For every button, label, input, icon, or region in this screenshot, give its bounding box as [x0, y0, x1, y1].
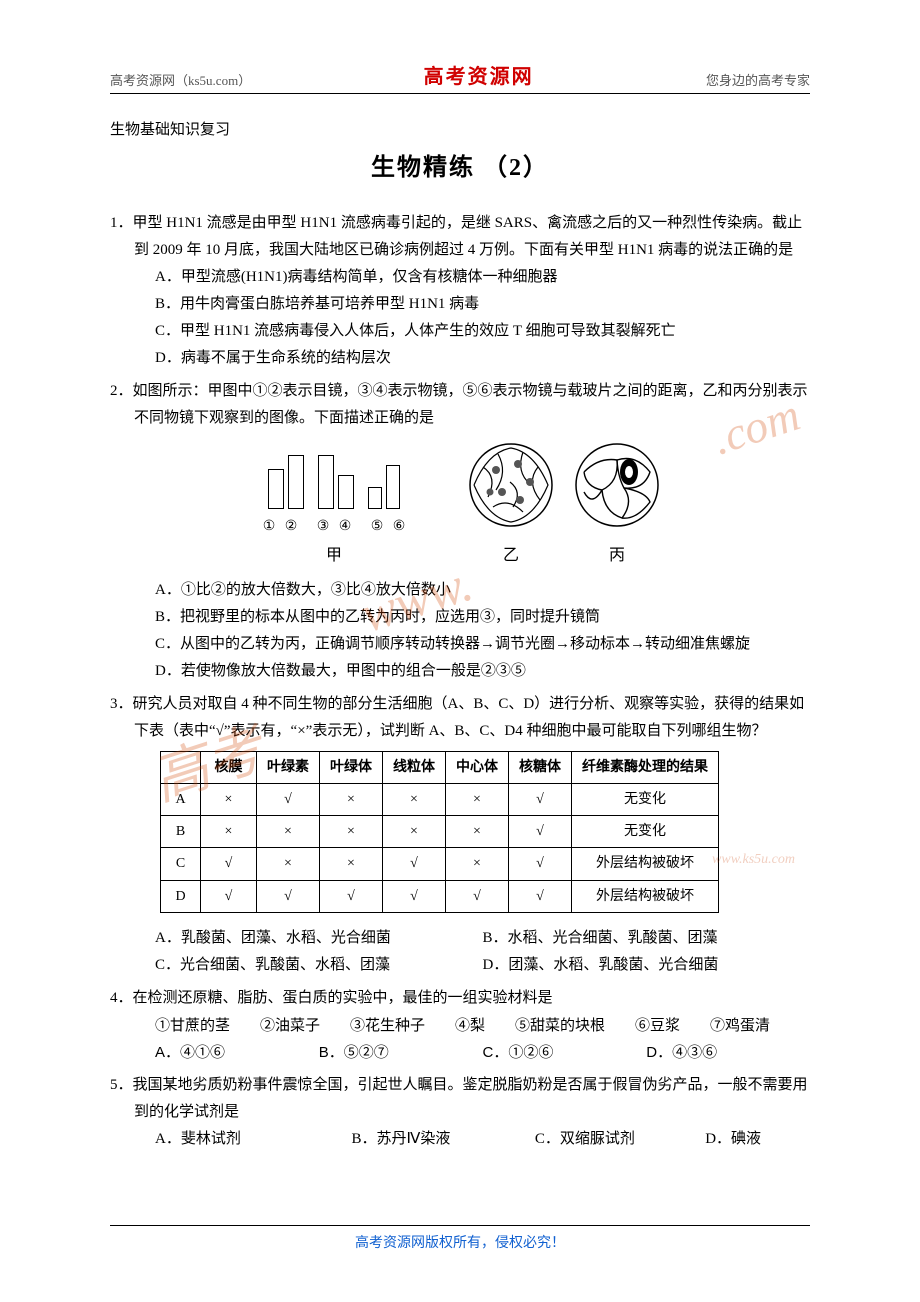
caption-yi: 乙 — [468, 542, 554, 571]
table-row: C√××√×√外层结构被破坏 — [161, 848, 719, 880]
q2-option-c: C．从图中的乙转为丙，正确调节顺序转动转换器→调节光圈→移动标本→转动细准焦螺旋 — [110, 631, 810, 658]
header-left: 高考资源网（ks5u.com） — [110, 70, 251, 89]
th-0 — [161, 751, 201, 783]
q1-stem: 1．甲型 H1N1 流感是由甲型 H1N1 流感病毒引起的，是继 SARS、禽流… — [110, 210, 810, 264]
header-center: 高考资源网 — [424, 60, 534, 89]
question-5: 5．我国某地劣质奶粉事件震惊全国，引起世人瞩目。鉴定脱脂奶粉是否属于假冒伪劣产品… — [110, 1072, 810, 1153]
q1-option-b: B．用牛肉膏蛋白胨培养基可培养甲型 H1N1 病毒 — [110, 291, 810, 318]
q3-option-a: A．乳酸菌、团藻、水稻、光合细菌 — [155, 925, 483, 952]
th-7: 纤维素酶处理的结果 — [572, 751, 719, 783]
question-4: 4．在检测还原糖、脂肪、蛋白质的实验中，最佳的一组实验材料是 ①甘蔗的茎 ②油菜… — [110, 985, 810, 1066]
table-row: B×××××√无变化 — [161, 816, 719, 848]
table-row: D√√√√√√外层结构被破坏 — [161, 880, 719, 912]
cell-view-bing — [574, 442, 660, 528]
label-3: ③ — [314, 513, 332, 538]
q2-stem: 2．如图所示：甲图中①②表示目镜，③④表示物镜，⑤⑥表示物镜与载玻片之间的距离，… — [110, 378, 810, 432]
lens-3 — [318, 455, 334, 509]
q3-options: A．乳酸菌、团藻、水稻、光合细菌 B．水稻、光合细菌、乳酸菌、团藻 C．光合细菌… — [110, 925, 810, 979]
q3-table: 核膜 叶绿素 叶绿体 线粒体 中心体 核糖体 纤维素酶处理的结果 A×√×××√… — [160, 751, 719, 913]
q4-options: A．④①⑥ B．⑤②⑦ C．①②⑥ D．④③⑥ — [110, 1039, 810, 1066]
q5-options: A．斐林试剂 B．苏丹Ⅳ染液 C．双缩脲试剂 D．碘液 — [110, 1126, 810, 1153]
figure-jia: ①② ③④ ⑤⑥ 甲 — [260, 455, 408, 571]
caption-jia: 甲 — [260, 542, 408, 571]
lens-5 — [368, 487, 382, 509]
q3-option-d: D．团藻、水稻、乳酸菌、光合细菌 — [483, 952, 811, 979]
q3-option-b: B．水稻、光合细菌、乳酸菌、团藻 — [483, 925, 811, 952]
lens-4 — [338, 475, 354, 509]
watermark-url: www.ks5u.com — [712, 852, 795, 868]
q3-stem: 3．研究人员对取自 4 种不同生物的部分生活细胞（A、B、C、D）进行分析、观察… — [110, 691, 810, 745]
q2-figure: ①② ③④ ⑤⑥ 甲 — [110, 442, 810, 571]
q2-option-d: D．若使物像放大倍数最大，甲图中的组合一般是②③⑤ — [110, 658, 810, 685]
q4-items: ①甘蔗的茎 ②油菜子 ③花生种子 ④梨 ⑤甜菜的块根 ⑥豆浆 ⑦鸡蛋清 — [110, 1012, 810, 1039]
label-4: ④ — [336, 513, 354, 538]
th-3: 叶绿体 — [320, 751, 383, 783]
q5-stem: 5．我国某地劣质奶粉事件震惊全国，引起世人瞩目。鉴定脱脂奶粉是否属于假冒伪劣产品… — [110, 1072, 810, 1126]
lens-6 — [386, 465, 400, 509]
q4-option-c: C．①②⑥ — [483, 1039, 647, 1066]
th-1: 核膜 — [201, 751, 257, 783]
figure-cells: 乙 丙 — [468, 442, 660, 571]
label-1: ① — [260, 513, 278, 538]
question-3: 3．研究人员对取自 4 种不同生物的部分生活细胞（A、B、C、D）进行分析、观察… — [110, 691, 810, 979]
table-header-row: 核膜 叶绿素 叶绿体 线粒体 中心体 核糖体 纤维素酶处理的结果 — [161, 751, 719, 783]
q4-option-a: A．④①⑥ — [155, 1039, 319, 1066]
th-6: 核糖体 — [509, 751, 572, 783]
q1-option-a: A．甲型流感(H1N1)病毒结构简单，仅含有核糖体一种细胞器 — [110, 264, 810, 291]
label-5: ⑤ — [368, 513, 386, 538]
label-6: ⑥ — [390, 513, 408, 538]
q1-option-d: D．病毒不属于生命系统的结构层次 — [110, 345, 810, 372]
q5-option-b: B．苏丹Ⅳ染液 — [352, 1126, 535, 1153]
table-body: A×√×××√无变化 B×××××√无变化 C√××√×√外层结构被破坏 D√√… — [161, 783, 719, 912]
page: 高考资源网（ks5u.com） 高考资源网 您身边的高考专家 生物基础知识复习 … — [0, 0, 920, 1199]
header-right: 您身边的高考专家 — [706, 70, 810, 89]
q4-option-d: D．④③⑥ — [646, 1039, 810, 1066]
page-header: 高考资源网（ks5u.com） 高考资源网 您身边的高考专家 — [110, 60, 810, 94]
th-2: 叶绿素 — [257, 751, 320, 783]
lens-1 — [268, 469, 284, 509]
lens-2 — [288, 455, 304, 509]
question-2: 2．如图所示：甲图中①②表示目镜，③④表示物镜，⑤⑥表示物镜与载玻片之间的距离，… — [110, 378, 810, 685]
th-5: 中心体 — [446, 751, 509, 783]
q4-option-b: B．⑤②⑦ — [319, 1039, 483, 1066]
q5-option-d: D．碘液 — [705, 1126, 810, 1153]
q4-stem: 4．在检测还原糖、脂肪、蛋白质的实验中，最佳的一组实验材料是 — [110, 985, 810, 1012]
q3-option-c: C．光合细菌、乳酸菌、水稻、团藻 — [155, 952, 483, 979]
q2-option-a: A．①比②的放大倍数大，③比④放大倍数小 — [110, 577, 810, 604]
label-2: ② — [282, 513, 300, 538]
table-row: A×√×××√无变化 — [161, 783, 719, 815]
caption-bing: 丙 — [574, 542, 660, 571]
page-footer: 高考资源网版权所有，侵权必究！ — [110, 1225, 810, 1252]
q5-option-a: A．斐林试剂 — [155, 1126, 352, 1153]
question-1: 1．甲型 H1N1 流感是由甲型 H1N1 流感病毒引起的，是继 SARS、禽流… — [110, 210, 810, 372]
page-title: 生物精练 （2） — [110, 147, 810, 182]
q5-option-c: C．双缩脲试剂 — [535, 1126, 705, 1153]
th-4: 线粒体 — [383, 751, 446, 783]
q1-option-c: C．甲型 H1N1 流感病毒侵入人体后，人体产生的效应 T 细胞可导致其裂解死亡 — [110, 318, 810, 345]
cell-view-yi — [468, 442, 554, 528]
q2-option-b: B．把视野里的标本从图中的乙转为丙时，应选用③，同时提升镜筒 — [110, 604, 810, 631]
section-subtitle: 生物基础知识复习 — [110, 118, 810, 139]
